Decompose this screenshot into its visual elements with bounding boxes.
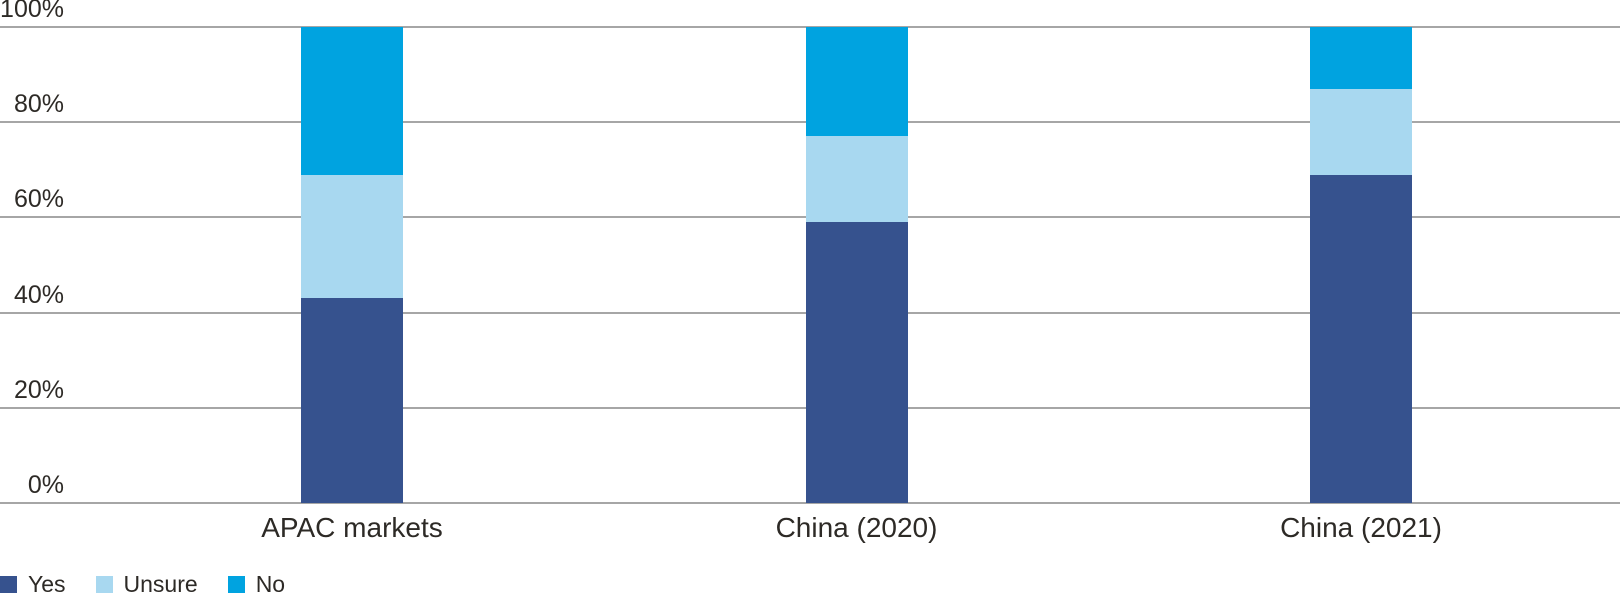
bar-segment-unsure-2 — [805, 136, 908, 223]
legend-item-no: No — [227, 571, 286, 596]
legend-swatch-icon — [0, 575, 17, 593]
y-tick-label: 20% — [13, 375, 64, 404]
bar-segment-unsure-1 — [301, 174, 403, 299]
legend-label: No — [255, 571, 286, 596]
legend-swatch-icon — [95, 575, 113, 593]
y-tick-label: 100% — [0, 0, 64, 23]
legend: Yes Unsure No — [0, 572, 285, 596]
gridline-0 — [0, 502, 1620, 504]
y-tick-label: 0% — [27, 471, 64, 499]
legend-swatch-icon — [227, 575, 245, 593]
bar-segment-yes-2 — [805, 222, 908, 503]
bar-segment-yes-3 — [1310, 174, 1412, 503]
bar-segment-unsure-3 — [1310, 88, 1412, 175]
x-axis-category-label: APAC markets — [261, 512, 443, 543]
bar-segment-no-1 — [301, 27, 403, 175]
bar-segment-no-3 — [1310, 27, 1412, 89]
bar-segment-no-2 — [805, 27, 908, 137]
x-axis-category-label: China (2021) — [1280, 512, 1442, 543]
legend-label: Unsure — [123, 571, 198, 596]
legend-item-yes: Yes — [0, 572, 66, 596]
legend-label: Yes — [28, 571, 66, 596]
y-tick-label: 40% — [13, 280, 64, 309]
x-axis-category-label: China (2020) — [775, 512, 938, 543]
legend-item-unsure: Unsure — [95, 571, 198, 596]
y-tick-label: 80% — [13, 90, 64, 119]
bar-segment-yes-1 — [301, 298, 403, 503]
y-tick-label: 60% — [13, 185, 64, 214]
